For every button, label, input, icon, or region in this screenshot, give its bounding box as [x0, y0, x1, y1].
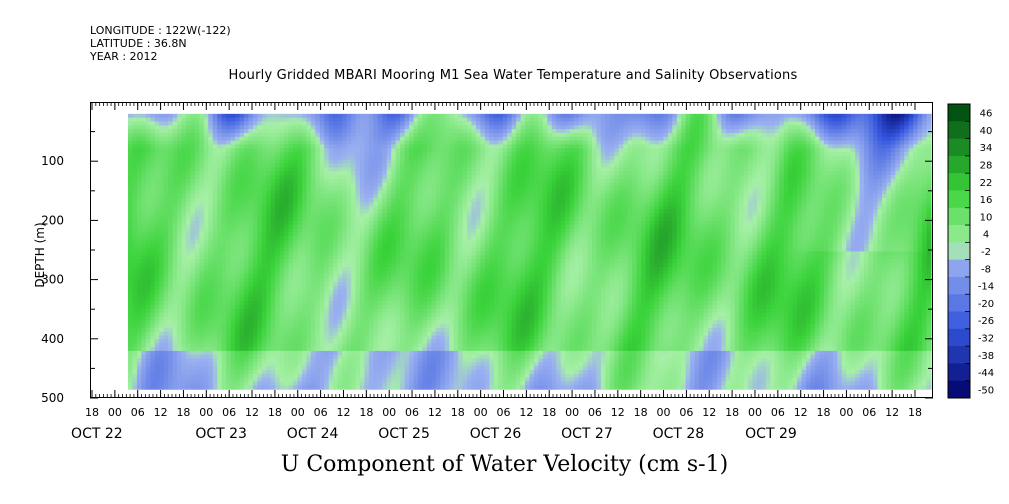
colorbar-label: -14 [978, 282, 994, 293]
x-tick-label: 12 [336, 406, 350, 419]
colorbar-label: -20 [978, 299, 994, 310]
x-tick-label: 00 [108, 406, 122, 419]
colorbar-label: 16 [980, 195, 993, 206]
colorbar-label: 34 [980, 143, 993, 154]
x-tick-label: 00 [839, 406, 853, 419]
colorbar-label: -32 [978, 333, 994, 344]
colorbar-swatch [948, 138, 970, 157]
colorbar-label: 46 [980, 109, 993, 120]
x-tick-label: 06 [679, 406, 693, 419]
colorbar-swatch [948, 104, 970, 122]
y-tick-label: 200 [41, 213, 64, 227]
x-tick-label: 00 [474, 406, 488, 419]
colorbar-swatch [948, 121, 970, 140]
x-tick-label: 06 [497, 406, 511, 419]
x-tick-label: 12 [519, 406, 533, 419]
y-tick-label: 100 [41, 154, 64, 168]
x-tick-label: 06 [771, 406, 785, 419]
x-tick-label: 06 [222, 406, 236, 419]
colorbar-swatch [948, 294, 970, 313]
colorbar-swatch [948, 173, 970, 191]
x-tick-label: 18 [451, 406, 465, 419]
x-tick-label: 00 [199, 406, 213, 419]
x-tick-label: 06 [314, 406, 328, 419]
x-tick-label: 06 [862, 406, 876, 419]
x-tick-label: 18 [725, 406, 739, 419]
colorbar-swatch [948, 190, 970, 209]
colorbar-label: -2 [981, 247, 991, 258]
colorbar-label: 28 [980, 161, 993, 172]
x-tick-label: 12 [885, 406, 899, 419]
x-day-label: OCT 23 [195, 426, 247, 442]
colorbar-swatch [948, 363, 970, 382]
x-tick-label: 18 [85, 406, 99, 419]
latitude-label: LATITUDE : 36.8N [90, 37, 187, 50]
colorbar-label: -26 [978, 316, 994, 327]
colorbar-swatch [948, 207, 970, 226]
colorbar-label: 22 [980, 178, 993, 189]
x-tick-label: 12 [702, 406, 716, 419]
colorbar-swatch [948, 380, 970, 399]
x-tick-label: 12 [154, 406, 168, 419]
x-tick-label: 00 [382, 406, 396, 419]
x-tick-label: 00 [657, 406, 671, 419]
colorbar-label: 4 [983, 230, 989, 241]
x-tick-label: 06 [405, 406, 419, 419]
x-tick-label: 18 [908, 406, 922, 419]
y-tick-label: 400 [41, 332, 64, 346]
colorbar-label: -38 [978, 351, 994, 362]
colorbar-frame [947, 103, 971, 399]
x-tick-label: 06 [588, 406, 602, 419]
colorbar-swatch [948, 311, 970, 330]
x-tick-label: 18 [176, 406, 190, 419]
x-tick-label: 18 [268, 406, 282, 419]
colorbar-label: 10 [980, 212, 993, 223]
x-tick-label: 06 [131, 406, 145, 419]
colorbar-label: -50 [978, 385, 994, 396]
x-tick-label: 18 [817, 406, 831, 419]
colorbar-label: 40 [980, 126, 993, 137]
longitude-label: LONGITUDE : 122W(-122) [90, 24, 231, 37]
year-label: YEAR : 2012 [90, 50, 158, 63]
x-day-label: OCT 25 [378, 426, 430, 442]
colorbar-swatch [948, 242, 970, 261]
x-day-label: OCT 26 [470, 426, 522, 442]
y-tick-label: 500 [41, 391, 64, 405]
colorbar-swatch [948, 328, 970, 347]
colorbar-label: -8 [981, 264, 991, 275]
chart-title: Hourly Gridded MBARI Mooring M1 Sea Wate… [228, 68, 798, 83]
x-day-label: OCT 22 [71, 426, 123, 442]
colorbar-swatch [948, 346, 970, 364]
x-tick-label: 12 [611, 406, 625, 419]
x-day-label: OCT 27 [561, 426, 613, 442]
x-tick-label: 00 [748, 406, 762, 419]
variable-title: U Component of Water Velocity (cm s-1) [280, 452, 729, 477]
x-day-label: OCT 29 [745, 426, 797, 442]
x-day-label: OCT 28 [653, 426, 705, 442]
x-tick-label: 00 [565, 406, 579, 419]
x-tick-label: 18 [634, 406, 648, 419]
x-tick-label: 18 [359, 406, 373, 419]
x-day-label: OCT 24 [287, 426, 339, 442]
heatmap-cells [128, 113, 932, 390]
x-tick-label: 00 [291, 406, 305, 419]
colorbar-swatch [948, 155, 970, 174]
colorbar-label: -44 [978, 368, 994, 379]
colorbar-swatch [948, 276, 970, 295]
y-axis-label: DEPTH (m) [33, 222, 47, 287]
x-tick-label: 12 [245, 406, 259, 419]
y-tick-label: 300 [41, 273, 64, 287]
colorbar-swatch [948, 225, 970, 243]
x-tick-label: 12 [428, 406, 442, 419]
x-tick-label: 18 [542, 406, 556, 419]
x-tick-label: 12 [794, 406, 808, 419]
colorbar-swatch [948, 259, 970, 278]
